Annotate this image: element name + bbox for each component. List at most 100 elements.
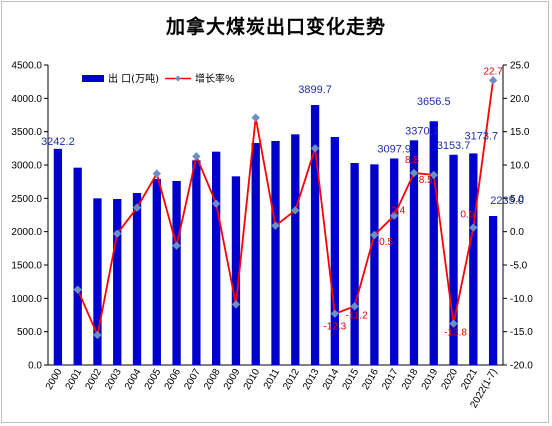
right-tick-label: -5.0 — [510, 261, 528, 272]
bar — [330, 137, 340, 365]
bar — [73, 167, 82, 365]
left-tick-label: 2500.0 — [11, 194, 42, 205]
x-tick-label: 2016 — [360, 367, 381, 392]
growth-rate-point — [93, 330, 102, 340]
chart-title: 加拿大煤炭出口变化走势 — [165, 16, 386, 38]
bar-value-label: 3153.7 — [437, 140, 471, 152]
rate-value-label: 8.8 — [405, 155, 419, 166]
x-tick-label: 2013 — [301, 367, 322, 392]
bar — [211, 151, 221, 365]
x-tick-label: 2012 — [281, 367, 302, 392]
bar — [409, 140, 419, 365]
bar-value-label: 3899.7 — [298, 84, 332, 96]
growth-rate-point — [389, 211, 399, 220]
bar — [350, 163, 359, 365]
growth-rate-point — [469, 223, 478, 232]
bar — [429, 121, 438, 365]
x-tick-label: 2004 — [123, 367, 144, 392]
x-tick-label: 2019 — [420, 367, 441, 392]
bar — [53, 148, 63, 365]
bar — [152, 179, 161, 365]
bar-value-label: 3173.7 — [464, 130, 498, 142]
x-tick-label: 2002 — [83, 367, 104, 392]
right-tick-label: 0.0 — [510, 227, 524, 238]
bar-value-label: 2235.0 — [490, 195, 524, 207]
x-tick-label: 2011 — [262, 367, 282, 392]
left-tick-label: 3000.0 — [11, 161, 42, 172]
growth-rate-point — [73, 285, 82, 294]
x-tick-label: 2018 — [400, 367, 421, 392]
left-tick-label: 0.0 — [28, 361, 42, 372]
bar — [192, 160, 201, 365]
x-tick-label: 2005 — [143, 367, 164, 392]
x-tick-label: 2008 — [202, 367, 223, 392]
growth-rate-point — [310, 144, 320, 153]
right-tick-label: 5.0 — [510, 194, 524, 205]
right-tick-label: 10.0 — [510, 161, 530, 172]
bar — [370, 164, 379, 365]
growth-rate-point — [192, 152, 201, 161]
x-tick-label: 2003 — [103, 367, 124, 392]
x-tick-label: 2020 — [439, 367, 460, 392]
growth-rate-point — [132, 203, 142, 212]
bar — [291, 134, 300, 365]
x-tick-label: 2015 — [341, 367, 362, 392]
bar — [93, 198, 102, 365]
growth-rate-line — [76, 80, 494, 339]
bar-value-label: 3242.2 — [41, 136, 75, 148]
growth-rate-point — [113, 229, 122, 238]
rate-value-label: 0.6 — [460, 210, 474, 221]
right-tick-label: -15.0 — [510, 327, 533, 338]
rate-value-label: -13.8 — [444, 328, 467, 339]
x-tick-label: 2001 — [64, 367, 85, 392]
growth-rate-point — [291, 206, 300, 215]
legend-bar-label: 出 口(万吨) — [108, 72, 159, 85]
growth-rate-point — [231, 300, 241, 309]
bar — [488, 216, 498, 365]
bar — [231, 176, 241, 365]
growth-rate-point — [172, 241, 181, 250]
growth-rate-point — [409, 168, 419, 178]
legend-bar-swatch — [82, 75, 104, 82]
rate-value-label: 8.5 — [419, 175, 433, 186]
right-tick-label: 15.0 — [510, 127, 530, 138]
right-tick-label: 25.0 — [510, 61, 530, 72]
legend-line-label: 增长率% — [195, 72, 235, 85]
bar — [449, 154, 458, 365]
left-tick-label: 1500.0 — [11, 261, 42, 272]
rate-value-label: -12.3 — [323, 322, 346, 333]
growth-rate-point — [211, 199, 221, 208]
bar — [469, 153, 478, 365]
bar — [271, 141, 280, 365]
bar — [132, 193, 142, 365]
x-tick-label: 2006 — [163, 367, 184, 392]
left-tick-label: 2000.0 — [11, 227, 42, 238]
rate-value-label: 22.7 — [483, 66, 503, 77]
x-tick-label: 2017 — [380, 367, 401, 392]
rate-value-label: -0.5 — [376, 237, 394, 248]
growth-rate-point — [429, 170, 438, 180]
growth-rate-point — [449, 319, 458, 328]
left-tick-label: 500.0 — [17, 327, 42, 338]
bar — [172, 181, 181, 365]
left-tick-label: 4000.0 — [11, 94, 42, 105]
x-tick-label: 2014 — [321, 367, 342, 392]
bar-value-label: 3370.1 — [405, 125, 439, 137]
bar — [113, 199, 122, 365]
x-tick-label: 2009 — [222, 367, 243, 392]
left-tick-label: 3500.0 — [11, 127, 42, 138]
x-tick-label: 2000 — [44, 367, 65, 392]
left-tick-label: 4500.0 — [11, 61, 42, 72]
growth-rate-point — [370, 230, 379, 240]
growth-rate-point — [488, 76, 498, 85]
growth-rate-point — [271, 221, 280, 230]
bar — [310, 105, 320, 366]
bar-value-label: 3097.9 — [377, 143, 411, 155]
bar — [390, 158, 399, 365]
rate-value-label: 2.4 — [391, 206, 405, 217]
growth-rate-point — [330, 309, 340, 318]
right-tick-label: -10.0 — [510, 294, 533, 305]
legend-line-marker — [175, 75, 181, 82]
bar-value-label: 3656.5 — [417, 96, 451, 108]
